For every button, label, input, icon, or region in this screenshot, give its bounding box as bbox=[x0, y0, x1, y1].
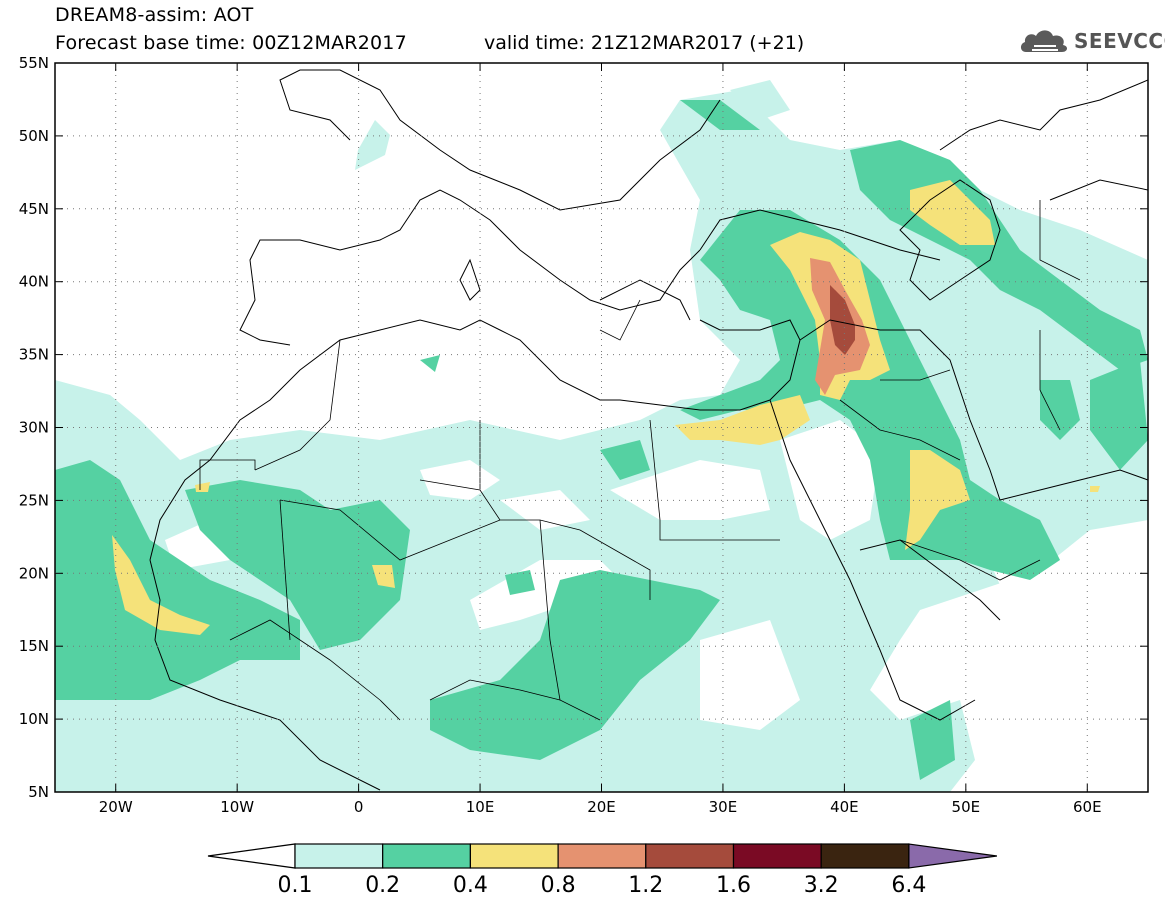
coastlines bbox=[149, 69, 1148, 791]
seevccc-logo: SEEVCCC bbox=[1018, 26, 1165, 56]
lat-label: 25N bbox=[19, 491, 49, 509]
colorbar-label: 6.4 bbox=[891, 873, 926, 898]
map-title: DREAM8-assim: AOT bbox=[55, 4, 254, 26]
lon-label: 10W bbox=[220, 798, 254, 816]
lon-label: 30E bbox=[709, 798, 738, 816]
colorbar-swatch bbox=[645, 843, 735, 869]
country-borders bbox=[199, 200, 1081, 721]
lon-label: 50E bbox=[952, 798, 981, 816]
colorbar-label: 1.2 bbox=[628, 873, 663, 898]
lat-label: 35N bbox=[19, 346, 49, 364]
forecast-base-time: Forecast base time: 00Z12MAR2017 bbox=[55, 32, 407, 54]
lat-label: 5N bbox=[28, 783, 49, 801]
cloud-icon bbox=[1020, 30, 1068, 52]
lon-label: 40E bbox=[830, 798, 859, 816]
lon-label: 20W bbox=[99, 798, 133, 816]
graticule bbox=[55, 63, 1148, 792]
colorbar-swatch bbox=[820, 843, 910, 869]
lon-label: 60E bbox=[1073, 798, 1102, 816]
valid-time: valid time: 21Z12MAR2017 (+21) bbox=[484, 32, 805, 54]
colorbar-label: 0.4 bbox=[453, 873, 488, 898]
lat-label: 20N bbox=[19, 564, 49, 582]
colorbar-label: 0.1 bbox=[278, 873, 313, 898]
logo-text: SEEVCCC bbox=[1074, 29, 1165, 53]
colorbar-swatch bbox=[469, 843, 559, 869]
lat-label: 15N bbox=[19, 637, 49, 655]
colorbar-label: 3.2 bbox=[804, 873, 839, 898]
colorbar-swatch bbox=[732, 843, 822, 869]
colorbar-swatch bbox=[382, 843, 472, 869]
colorbar-lower-arrow bbox=[207, 843, 296, 869]
lat-label: 40N bbox=[19, 273, 49, 291]
lat-label: 50N bbox=[19, 127, 49, 145]
lon-label: 0 bbox=[354, 798, 364, 816]
colorbar-upper-arrow bbox=[908, 843, 997, 869]
colorbar: 0.1 0.2 0.4 0.8 1.2 1.6 3.2 6.4 bbox=[207, 843, 997, 898]
lat-label: 45N bbox=[19, 200, 49, 218]
map-axes: 55N 50N 45N 40N 35N 30N 25N 20N 15N 10N 5N 20W 10W 0 1… bbox=[19, 54, 1148, 816]
lat-label: 30N bbox=[19, 419, 49, 437]
colorbar-label: 0.8 bbox=[541, 873, 576, 898]
lat-label: 10N bbox=[19, 710, 49, 728]
colorbar-swatch bbox=[557, 843, 647, 869]
lat-label: 55N bbox=[19, 54, 49, 72]
aot-level-1.2 bbox=[830, 285, 855, 355]
colorbar-label: 1.6 bbox=[716, 873, 751, 898]
lon-label: 10E bbox=[466, 798, 495, 816]
lon-label: 20E bbox=[587, 798, 616, 816]
colorbar-label: 0.2 bbox=[365, 873, 400, 898]
colorbar-swatch bbox=[294, 843, 384, 869]
